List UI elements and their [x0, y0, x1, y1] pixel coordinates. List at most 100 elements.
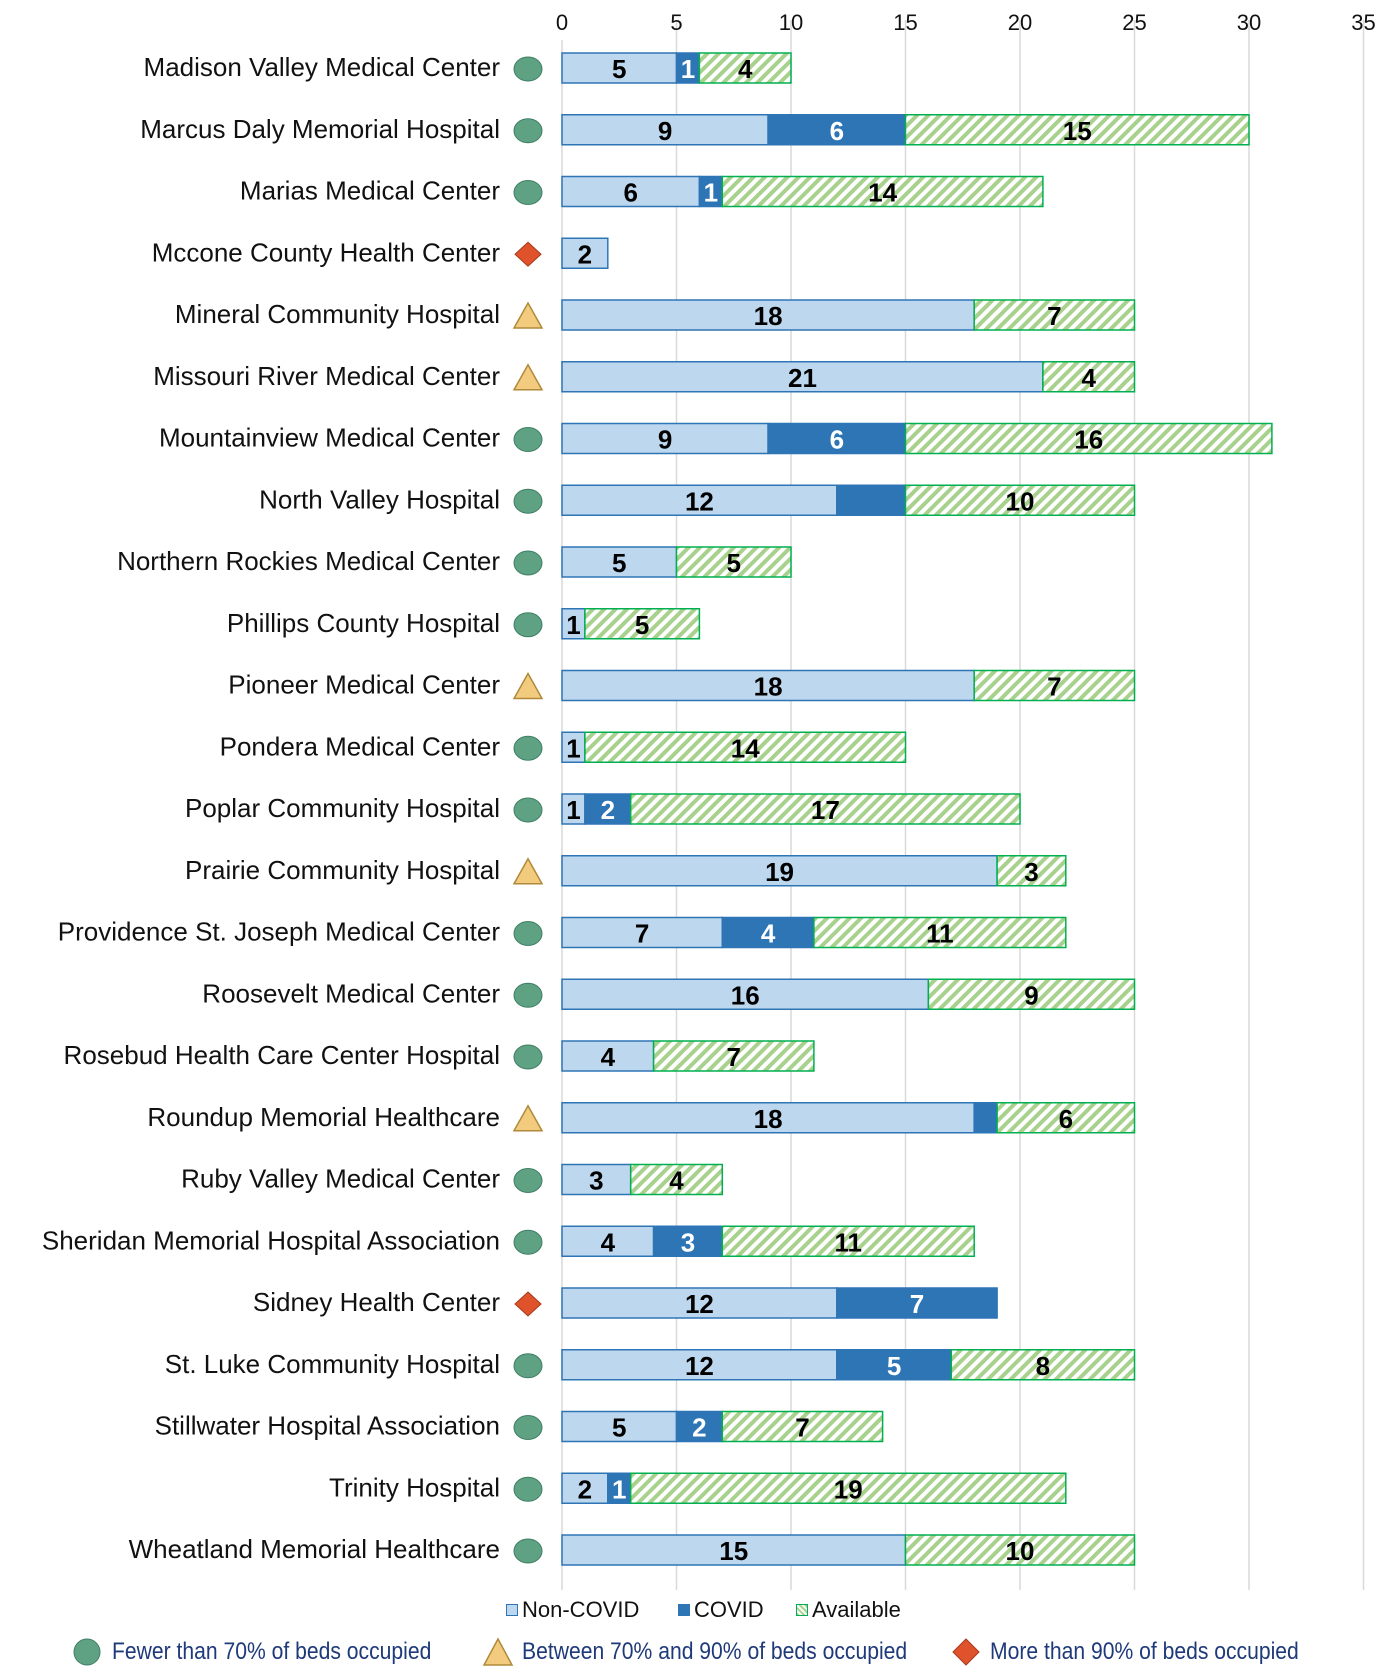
data-label: 18	[754, 672, 783, 702]
status-legend: Fewer than 70% of beds occupied Between …	[0, 1636, 1396, 1668]
non-covid-swatch	[506, 1604, 518, 1616]
bar-non-covid	[561, 484, 838, 516]
data-label: 7	[795, 1413, 809, 1443]
bar-available	[904, 422, 1273, 455]
hospital-label: Sidney Health Center	[253, 1287, 500, 1317]
status-triangle-icon	[512, 301, 544, 329]
bar-available	[675, 546, 792, 578]
status-circle-icon	[513, 1476, 543, 1502]
data-label: 19	[834, 1474, 863, 1504]
data-label: 3	[681, 1227, 695, 1257]
bar-non-covid	[561, 855, 998, 887]
bar-covid	[973, 1102, 998, 1134]
data-label: 1	[566, 795, 580, 825]
hospital-label: Sheridan Memorial Hospital Association	[42, 1225, 500, 1255]
hospital-label: Marias Medical Center	[240, 176, 500, 206]
data-label: 2	[692, 1413, 706, 1443]
data-label: 2	[601, 795, 615, 825]
x-tick-label: 25	[1122, 10, 1146, 35]
bar-available	[721, 175, 1044, 208]
data-label: 1	[681, 54, 695, 84]
status-diamond-icon	[514, 241, 542, 267]
status-circle-icon	[513, 921, 543, 946]
legend-label: Available	[812, 1597, 901, 1622]
status-circle-icon	[513, 1168, 543, 1193]
bar-available	[904, 1534, 1136, 1566]
data-label: 15	[1063, 116, 1092, 146]
bar-available	[1042, 361, 1136, 393]
x-axis-ticks: 0 5 10 15 20 25 30 35	[556, 10, 1376, 35]
circle-icon	[73, 1638, 101, 1666]
bar-covid	[767, 114, 907, 146]
bar-available	[584, 608, 701, 640]
bar-available	[927, 978, 1136, 1010]
x-tick-label: 10	[779, 10, 803, 35]
data-label: 14	[868, 178, 897, 208]
data-label: 3	[589, 1166, 603, 1196]
data-label: 5	[612, 548, 626, 578]
data-label: 18	[754, 1104, 783, 1134]
hospital-label: Marcus Daly Memorial Hospital	[140, 114, 500, 144]
status-circle-icon	[513, 550, 543, 576]
data-label: 14	[731, 733, 760, 763]
hospital-label: Pondera Medical Center	[220, 731, 501, 761]
x-tick-label: 35	[1351, 10, 1375, 35]
data-label: 3	[1024, 857, 1038, 887]
hospital-label: Poplar Community Hospital	[185, 793, 500, 823]
bar-non-covid	[561, 1163, 632, 1196]
hospital-label: Mineral Community Hospital	[175, 299, 500, 329]
bar-covid	[675, 1410, 724, 1443]
data-label: 8	[1036, 1351, 1050, 1381]
status-circle-icon	[513, 1044, 543, 1070]
bar-non-covid	[561, 52, 678, 84]
data-label: 19	[765, 857, 794, 887]
bar-non-covid	[561, 361, 1044, 393]
status-circle-icon	[513, 612, 543, 638]
bar-available	[950, 1349, 1136, 1381]
data-label: 4	[601, 1042, 616, 1072]
hospital-label: Missouri River Medical Center	[153, 361, 500, 391]
bar-available	[629, 1163, 724, 1196]
legend-label: COVID	[694, 1597, 764, 1622]
bar-available	[904, 114, 1250, 146]
data-label: 6	[830, 116, 844, 146]
legend-label: Non-COVID	[522, 1597, 640, 1622]
bar-available	[698, 52, 792, 84]
hospital-label: Roosevelt Medical Center	[202, 978, 500, 1008]
data-label: 17	[811, 795, 840, 825]
legend-label: Between 70% and 90% of beds occupied	[522, 1638, 908, 1665]
status-circle-icon	[513, 56, 543, 82]
hospital-label: Mccone County Health Center	[152, 237, 501, 267]
hospital-label: North Valley Hospital	[259, 484, 500, 514]
data-label: 4	[738, 54, 753, 84]
status-triangle-icon	[512, 857, 544, 885]
bar-non-covid	[561, 546, 678, 578]
data-label: 5	[612, 54, 626, 84]
data-label: 5	[727, 548, 741, 578]
bar-available	[996, 1102, 1136, 1134]
status-circle-icon	[513, 1538, 543, 1564]
bar-available	[996, 855, 1067, 887]
data-label: 5	[635, 610, 649, 640]
series-legend: Non-COVID COVID Available	[0, 1597, 1396, 1627]
legend-label: More than 90% of beds occupied	[990, 1638, 1299, 1665]
data-label: 1	[704, 178, 718, 208]
bar-available	[652, 1040, 815, 1072]
bar-available	[813, 916, 1067, 949]
bar-non-covid	[561, 1225, 655, 1257]
status-circle-icon	[513, 735, 543, 761]
bar-available	[973, 669, 1136, 702]
status-circle-icon	[513, 1353, 543, 1379]
x-tick-label: 5	[670, 10, 682, 35]
data-label: 11	[926, 919, 954, 949]
status-circle-icon	[513, 797, 543, 823]
status-triangle-icon	[512, 363, 544, 391]
bar-non-covid	[561, 1287, 838, 1319]
bar-available	[629, 793, 1021, 825]
bar-non-covid	[561, 422, 769, 455]
hospital-label: Madison Valley Medical Center	[144, 52, 501, 82]
legend-low: Fewer than 70% of beds occupied	[72, 1636, 475, 1668]
diamond-icon	[952, 1638, 980, 1666]
x-tick-label: 30	[1237, 10, 1261, 35]
